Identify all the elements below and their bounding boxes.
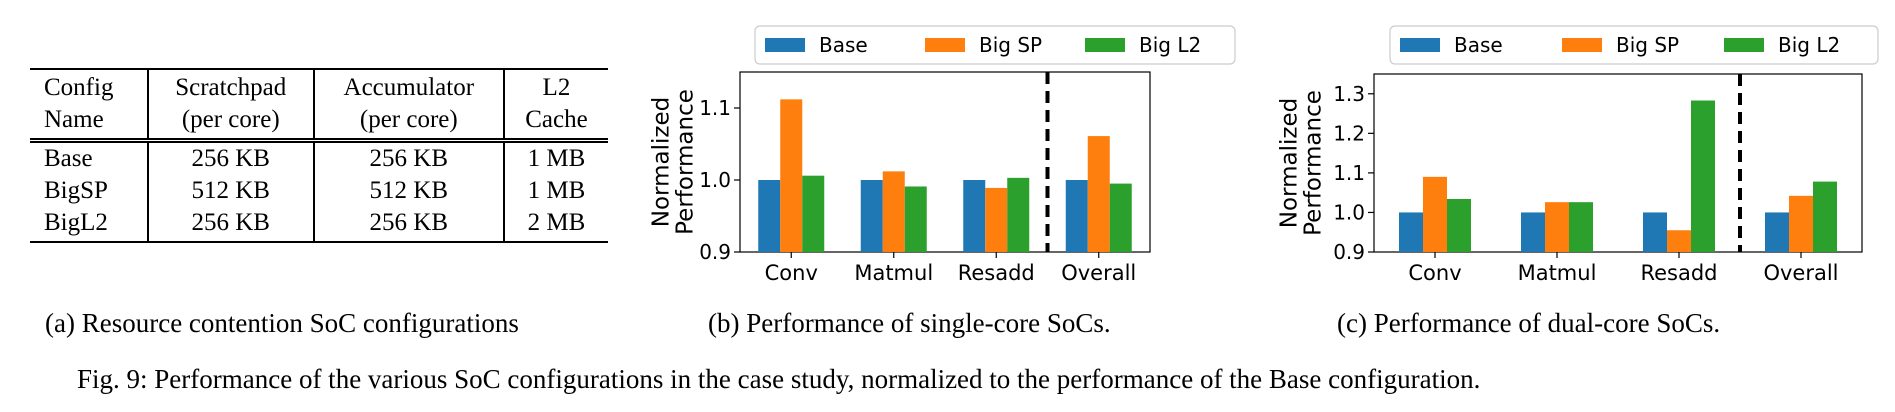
table-cell: 256 KB [312,140,504,175]
dual-core-ytick-label: 1.3 [1333,82,1365,106]
caption-b: (b) Performance of single-core SoCs. [708,308,1111,338]
single-core-legend-label: Big SP [979,33,1042,57]
dual-core-legend-swatch [1400,38,1440,52]
config-table-panel: Config Name Scratchpad (per core) Accumula… [30,68,608,243]
single-core-xtick-label: Resadd [958,261,1035,285]
header-text: Scratchpad [175,74,287,101]
dual-core-ylabel-line: Normalized [1277,98,1303,228]
dual-core-ytick-label: 1.1 [1333,161,1365,185]
single-core-ytick-label: 0.9 [699,240,731,264]
single-core-plot-frame [739,71,1151,253]
table-cell: Base [44,145,93,172]
single-core-legend-box [754,25,1236,65]
dual-core-ylabel-line: Performance [1301,90,1327,236]
header-text: Cache [525,106,588,133]
dual-core-plot-frame [1373,73,1863,253]
single-core-xtick-label: Matmul [854,261,933,285]
single-core-bar-big-l2-matmul [904,186,927,252]
single-core-legend-label: Big L2 [1139,33,1201,57]
single-core-xtick-label: Conv [765,261,818,285]
single-core-xtick-label: Overall [1061,261,1136,285]
single-core-bar-big-sp-conv [780,99,803,252]
header-text: (per core) [359,106,458,133]
header-l2-cache: L2 Cache [502,68,608,141]
dual-core-ytick-label: 0.9 [1333,240,1365,264]
dual-core-bar-base-conv [1399,212,1423,252]
single-core-legend-swatch [765,38,805,52]
table-cell: BigSP [44,177,108,204]
dual-core-legend-box [1389,25,1879,65]
table-cell: 1 MB [502,175,608,207]
single-core-legend-label: Base [819,33,868,57]
dual-core-bar-big-l2-overall [1813,181,1837,252]
dual-core-bar-big-sp-overall [1789,195,1813,252]
dual-core-bar-big-l2-matmul [1569,202,1593,252]
single-core-legend-swatch [1085,38,1125,52]
single-core-bar-base-resadd [963,180,986,252]
dual-core-bar-big-l2-conv [1447,198,1471,252]
header-text: Name [44,106,104,133]
caption-c: (c) Performance of dual-core SoCs. [1337,308,1721,338]
table-header-row: Config Name Scratchpad (per core) Accumula… [30,68,608,141]
single-core-bar-base-matmul [860,180,883,252]
dual-core-xtick-label: Matmul [1518,261,1597,285]
table-row: BigL2 256 KB 256 KB 2 MB [30,207,608,243]
dual-core-xtick-label: Conv [1408,261,1461,285]
single-core-bar-big-l2-conv [802,175,825,252]
dual-core-xtick-label: Overall [1763,261,1838,285]
table-cell: 256 KB [146,207,314,243]
dual-core-ylabel: NormalizedPerformance [1277,90,1327,236]
dual-core-chart: 0.91.01.11.21.3NormalizedPerformanceConv… [1277,25,1879,285]
dual-core-bar-base-resadd [1643,212,1667,252]
single-core-bar-big-sp-matmul [882,171,905,252]
single-core-bar-big-l2-overall [1109,183,1132,252]
table-cell: 256 KB [312,207,504,243]
table-cell: 2 MB [502,207,608,243]
dual-core-ytick-label: 1.2 [1333,121,1365,145]
header-text: Config [44,74,114,101]
figure-caption: Fig. 9: Performance of the various SoC c… [77,364,1481,394]
header-text: L2 [542,74,571,101]
single-core-bar-big-sp-resadd [985,187,1008,252]
dual-core-bar-big-l2-resadd [1691,100,1715,252]
dual-core-legend-label: Big SP [1616,33,1679,57]
single-core-bar-big-l2-resadd [1007,177,1030,252]
single-core-ylabel-line: Normalized [649,97,675,227]
table-cell: BigL2 [30,207,148,243]
single-core-ytick-label: 1.1 [699,96,731,120]
table-cell: 512 KB [312,175,504,207]
single-core-legend-swatch [925,38,965,52]
dual-core-bar-big-sp-conv [1423,176,1447,252]
single-core-ytick-label: 1.0 [699,168,731,192]
single-core-ylabel: NormalizedPerformance [649,89,699,235]
dual-core-legend-label: Big L2 [1778,33,1840,57]
table-row: Base 256 KB 256 KB 1 MB [30,140,608,175]
single-core-ylabel-line: Performance [673,89,699,235]
table-cell: 512 KB [146,175,314,207]
dual-core-xtick-label: Resadd [1640,261,1717,285]
caption-a: (a) Resource contention SoC configuratio… [45,308,519,338]
header-config-name: Config Name [30,68,148,141]
dual-core-legend-label: Base [1454,33,1503,57]
header-text: (per core) [181,106,280,133]
dual-core-bar-big-sp-matmul [1545,202,1569,252]
single-core-bar-big-sp-overall [1087,136,1110,252]
header-text: Accumulator [343,74,475,101]
header-scratchpad: Scratchpad (per core) [146,68,314,141]
dual-core-legend-swatch [1724,38,1764,52]
dual-core-ytick-label: 1.0 [1333,200,1365,224]
dual-core-legend-swatch [1562,38,1602,52]
table-cell: 256 KB [146,140,314,175]
table-row: BigSP 512 KB 512 KB 1 MB [30,175,608,207]
single-core-bar-base-overall [1065,180,1088,252]
single-core-bar-base-conv [758,180,781,252]
dual-core-bar-base-matmul [1521,212,1545,252]
table-cell: 1 MB [502,140,608,175]
header-accumulator: Accumulator (per core) [312,68,504,141]
config-table: Config Name Scratchpad (per core) Accumula… [30,68,608,243]
dual-core-bar-base-overall [1765,212,1789,252]
dual-core-bar-big-sp-resadd [1667,230,1691,252]
